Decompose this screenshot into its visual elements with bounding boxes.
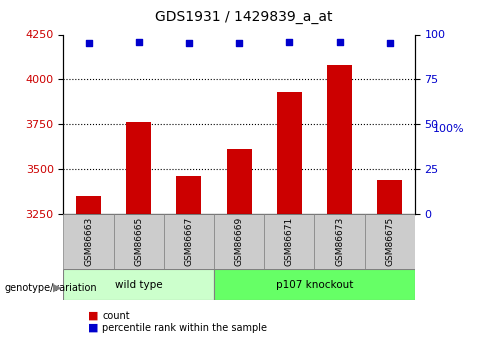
Text: GSM86675: GSM86675 <box>385 217 394 266</box>
Text: GDS1931 / 1429839_a_at: GDS1931 / 1429839_a_at <box>155 10 333 24</box>
Point <box>285 39 293 45</box>
Text: genotype/variation: genotype/variation <box>5 283 98 293</box>
Text: GSM86667: GSM86667 <box>184 217 193 266</box>
Bar <box>226 149 252 214</box>
FancyBboxPatch shape <box>314 214 365 269</box>
Point <box>185 41 193 46</box>
Bar <box>377 180 402 214</box>
Bar <box>327 65 352 214</box>
Text: GSM86671: GSM86671 <box>285 217 294 266</box>
Point <box>336 39 344 45</box>
FancyBboxPatch shape <box>214 269 415 300</box>
Text: count: count <box>102 311 130 321</box>
FancyBboxPatch shape <box>114 214 164 269</box>
Point <box>386 41 394 46</box>
FancyBboxPatch shape <box>63 214 114 269</box>
FancyBboxPatch shape <box>214 214 264 269</box>
Bar <box>277 92 302 214</box>
Text: ▶: ▶ <box>53 283 62 293</box>
Text: percentile rank within the sample: percentile rank within the sample <box>102 323 267 333</box>
Text: wild type: wild type <box>115 280 163 289</box>
FancyBboxPatch shape <box>264 214 314 269</box>
Point <box>84 41 92 46</box>
Text: GSM86673: GSM86673 <box>335 217 344 266</box>
Bar <box>76 196 101 214</box>
Bar <box>176 176 202 214</box>
Bar <box>126 122 151 214</box>
Text: ■: ■ <box>88 311 99 321</box>
FancyBboxPatch shape <box>63 269 214 300</box>
Y-axis label: 100%: 100% <box>432 124 464 134</box>
Text: p107 knockout: p107 knockout <box>276 280 353 289</box>
Text: ■: ■ <box>88 323 99 333</box>
Text: GSM86669: GSM86669 <box>235 217 244 266</box>
FancyBboxPatch shape <box>164 214 214 269</box>
Text: GSM86665: GSM86665 <box>134 217 143 266</box>
Point <box>135 39 142 45</box>
Point <box>235 41 243 46</box>
Text: GSM86663: GSM86663 <box>84 217 93 266</box>
FancyBboxPatch shape <box>365 214 415 269</box>
